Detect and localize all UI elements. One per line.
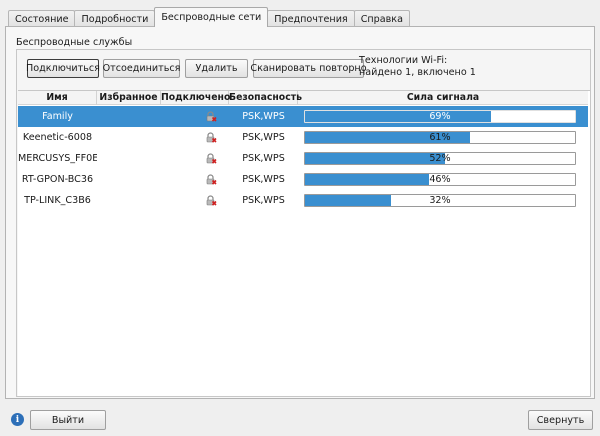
network-favorite	[97, 127, 161, 148]
tab-details[interactable]: Подробности	[74, 10, 156, 27]
table-header: Имя Избранное Подключено Безопасность Си…	[18, 91, 588, 105]
signal-strength-bar: 52%	[304, 152, 576, 165]
column-header-favorite[interactable]: Избранное	[97, 91, 161, 105]
networks-table[interactable]: Имя Избранное Подключено Безопасность Си…	[18, 90, 590, 396]
tab-preferences[interactable]: Предпочтения	[267, 10, 355, 27]
signal-strength-fill	[305, 195, 392, 206]
tab-status[interactable]: Состояние	[8, 10, 76, 27]
connect-button[interactable]: Подключиться	[26, 59, 100, 78]
lock-icon	[206, 111, 217, 122]
column-header-name[interactable]: Имя	[18, 91, 97, 105]
network-name: Family	[42, 111, 73, 122]
table-row[interactable]: MERCUSYS_FF0E PSK,WPS 52%	[18, 148, 588, 169]
disconnect-button[interactable]: Отсоединиться	[103, 59, 180, 78]
lock-icon	[206, 153, 217, 164]
column-header-signal[interactable]: Сила сигнала	[406, 92, 480, 103]
network-favorite	[97, 106, 161, 127]
rescan-button[interactable]: Сканировать повторно	[250, 59, 367, 78]
network-name: MERCUSYS_FF0E	[18, 153, 97, 164]
footer-bar: i Выйти Свернуть	[0, 403, 600, 436]
network-name: RT-GPON-BC36	[21, 174, 94, 185]
column-header-connected[interactable]: Подключено	[161, 91, 231, 105]
signal-strength-label: 52%	[429, 153, 451, 164]
network-name: Keenetic-6008	[22, 132, 93, 143]
network-name: TP-LINK_C3B6	[24, 195, 91, 206]
lock-icon	[206, 195, 217, 206]
signal-strength-fill	[305, 132, 470, 143]
network-favorite	[97, 148, 161, 169]
signal-strength-label: 61%	[429, 132, 451, 143]
remove-button[interactable]: Удалить	[185, 59, 248, 78]
tab-wireless[interactable]: Беспроводные сети	[154, 7, 269, 27]
column-header-security[interactable]: Безопасность	[229, 91, 302, 105]
network-connected	[161, 190, 229, 211]
tab-bar: Состояние Подробности Беспроводные сети …	[8, 7, 410, 27]
tab-help[interactable]: Справка	[353, 10, 410, 27]
table-row[interactable]: RT-GPON-BC36 PSK,WPS 46%	[18, 169, 588, 190]
lock-icon	[206, 174, 217, 185]
signal-strength-label: 32%	[429, 195, 451, 206]
network-security: PSK,WPS	[242, 174, 285, 185]
group-title: Беспроводные службы	[16, 37, 133, 48]
wireless-services-group: Подключиться Отсоединиться Удалить Скани…	[16, 49, 591, 397]
table-row[interactable]: Keenetic-6008 PSK,WPS 61%	[18, 127, 588, 148]
wifi-tech-counts: найдено 1, включено 1	[359, 67, 476, 78]
table-row[interactable]: TP-LINK_C3B6 PSK,WPS 32%	[18, 190, 588, 211]
wifi-tech-title: Технологии Wi-Fi:	[359, 55, 448, 66]
exit-button[interactable]: Выйти	[30, 410, 106, 430]
network-connected	[161, 169, 229, 190]
network-connected	[161, 106, 229, 127]
signal-strength-fill	[305, 153, 446, 164]
wifi-technologies-status: Технологии Wi-Fi: найдено 1, включено 1	[359, 55, 476, 79]
lock-icon	[206, 132, 217, 143]
network-connected	[161, 127, 229, 148]
minimize-button[interactable]: Свернуть	[528, 410, 593, 430]
info-icon[interactable]: i	[11, 413, 24, 426]
network-favorite	[97, 190, 161, 211]
signal-strength-bar: 61%	[304, 131, 576, 144]
network-security: PSK,WPS	[242, 132, 285, 143]
signal-strength-bar: 46%	[304, 173, 576, 186]
network-security: PSK,WPS	[242, 195, 285, 206]
signal-strength-fill	[305, 111, 492, 122]
signal-strength-bar: 69%	[304, 110, 576, 123]
signal-strength-fill	[305, 174, 430, 185]
signal-strength-bar: 32%	[304, 194, 576, 207]
network-connected	[161, 148, 229, 169]
network-security: PSK,WPS	[242, 153, 285, 164]
signal-strength-label: 46%	[429, 174, 451, 185]
network-favorite	[97, 169, 161, 190]
table-row[interactable]: Family PSK,WPS 69%	[18, 106, 588, 127]
signal-strength-label: 69%	[429, 111, 451, 122]
tab-panel: Беспроводные службы Подключиться Отсоеди…	[5, 26, 595, 399]
network-security: PSK,WPS	[242, 111, 285, 122]
